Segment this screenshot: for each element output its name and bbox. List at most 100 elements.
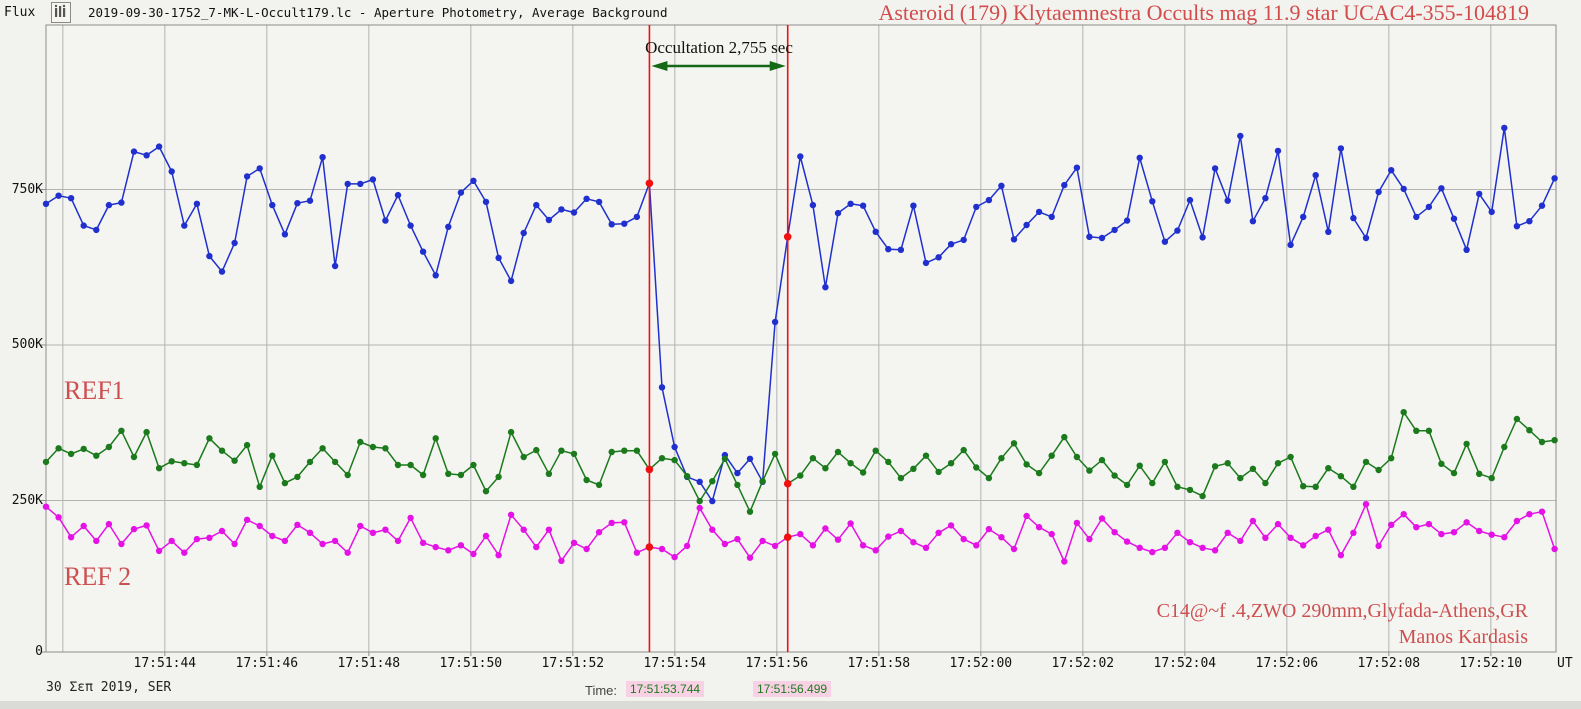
data-point: [595, 481, 603, 489]
data-point: [621, 519, 628, 526]
data-point: [1551, 545, 1558, 553]
data-point: [1325, 465, 1332, 472]
data-point: [947, 241, 955, 248]
data-point: [243, 173, 251, 180]
data-point: [181, 460, 188, 467]
data-point: [495, 552, 502, 559]
data-point: [93, 537, 100, 545]
data-point: [1023, 221, 1030, 229]
data-point: [143, 428, 150, 436]
data-point: [344, 549, 351, 556]
data-point: [457, 542, 465, 549]
data-point: [331, 537, 339, 545]
data-point: [1149, 548, 1156, 556]
data-point: [1161, 458, 1169, 466]
data-point: [105, 520, 113, 528]
data-point: [822, 465, 829, 472]
data-point: [1375, 188, 1382, 196]
data-point: [432, 272, 439, 279]
data-point: [42, 200, 50, 207]
time-label: Time:: [585, 683, 618, 698]
data-point: [1350, 529, 1357, 536]
x-tick-label: 17:52:06: [1255, 656, 1319, 671]
data-point: [1186, 486, 1194, 494]
data-point: [281, 537, 289, 545]
data-point: [658, 455, 666, 462]
data-point: [118, 199, 125, 206]
data-point: [998, 182, 1005, 189]
data-point: [985, 196, 993, 204]
data-point: [55, 514, 62, 521]
data-point: [1086, 535, 1093, 543]
x-tick-label: 17:51:44: [133, 656, 197, 671]
data-point: [1526, 427, 1533, 434]
data-point: [721, 455, 729, 462]
data-point: [1488, 474, 1495, 482]
data-point: [67, 195, 75, 202]
data-point: [671, 553, 678, 561]
data-point: [1061, 433, 1068, 441]
y-tick-label: 500K: [11, 337, 43, 352]
data-point: [1488, 531, 1495, 538]
data-point: [143, 522, 150, 529]
data-point: [1287, 453, 1294, 461]
data-point: [482, 488, 490, 495]
data-point: [168, 168, 175, 175]
data-point: [1262, 534, 1269, 541]
x-tick-label: 17:52:04: [1153, 656, 1217, 671]
data-point: [520, 453, 527, 461]
data-point: [1350, 214, 1357, 222]
data-point: [419, 539, 427, 546]
x-tick-label: 17:51:56: [745, 656, 809, 671]
x-tick-label: 17:51:46: [235, 656, 299, 671]
data-point: [797, 153, 804, 160]
data-point: [809, 201, 817, 209]
data-point: [1224, 529, 1231, 536]
data-point: [746, 554, 754, 561]
data-point: [922, 259, 930, 267]
data-point: [558, 557, 565, 564]
data-point: [1526, 511, 1533, 518]
data-point: [608, 448, 615, 456]
data-point: [357, 522, 364, 530]
data-point: [130, 525, 138, 533]
data-point: [533, 446, 540, 454]
data-point: [80, 522, 87, 530]
data-point: [1186, 539, 1194, 546]
data-point: [1274, 460, 1282, 467]
data-point: [1450, 529, 1458, 536]
data-point: [897, 474, 905, 482]
plot-area[interactable]: [46, 25, 1556, 652]
data-point: [357, 180, 364, 188]
data-point: [1425, 427, 1433, 434]
data-point: [181, 222, 188, 229]
data-point: [1413, 213, 1420, 221]
data-point: [771, 450, 779, 458]
data-point: [520, 229, 527, 237]
data-point: [181, 549, 188, 556]
data-point: [344, 180, 351, 188]
data-point: [143, 152, 150, 159]
data-point: [1388, 455, 1395, 462]
data-point: [935, 468, 942, 476]
lightcurve-app-icon: [51, 2, 71, 23]
data-point: [269, 532, 276, 540]
data-point: [281, 479, 289, 487]
data-point: [470, 550, 477, 558]
data-point: [507, 277, 515, 285]
data-point: [897, 246, 905, 253]
data-point: [533, 201, 540, 209]
data-point: [973, 464, 980, 471]
data-point: [1262, 195, 1269, 202]
data-point: [545, 526, 553, 533]
data-point: [859, 469, 867, 476]
data-point: [1325, 526, 1332, 533]
data-point: [80, 445, 87, 453]
data-point: [1538, 438, 1546, 446]
data-point: [432, 543, 439, 551]
data-point: [1211, 547, 1219, 554]
observer-name-line: Manos Kardasis: [1398, 626, 1528, 648]
data-point: [595, 529, 603, 536]
data-point: [885, 533, 892, 540]
